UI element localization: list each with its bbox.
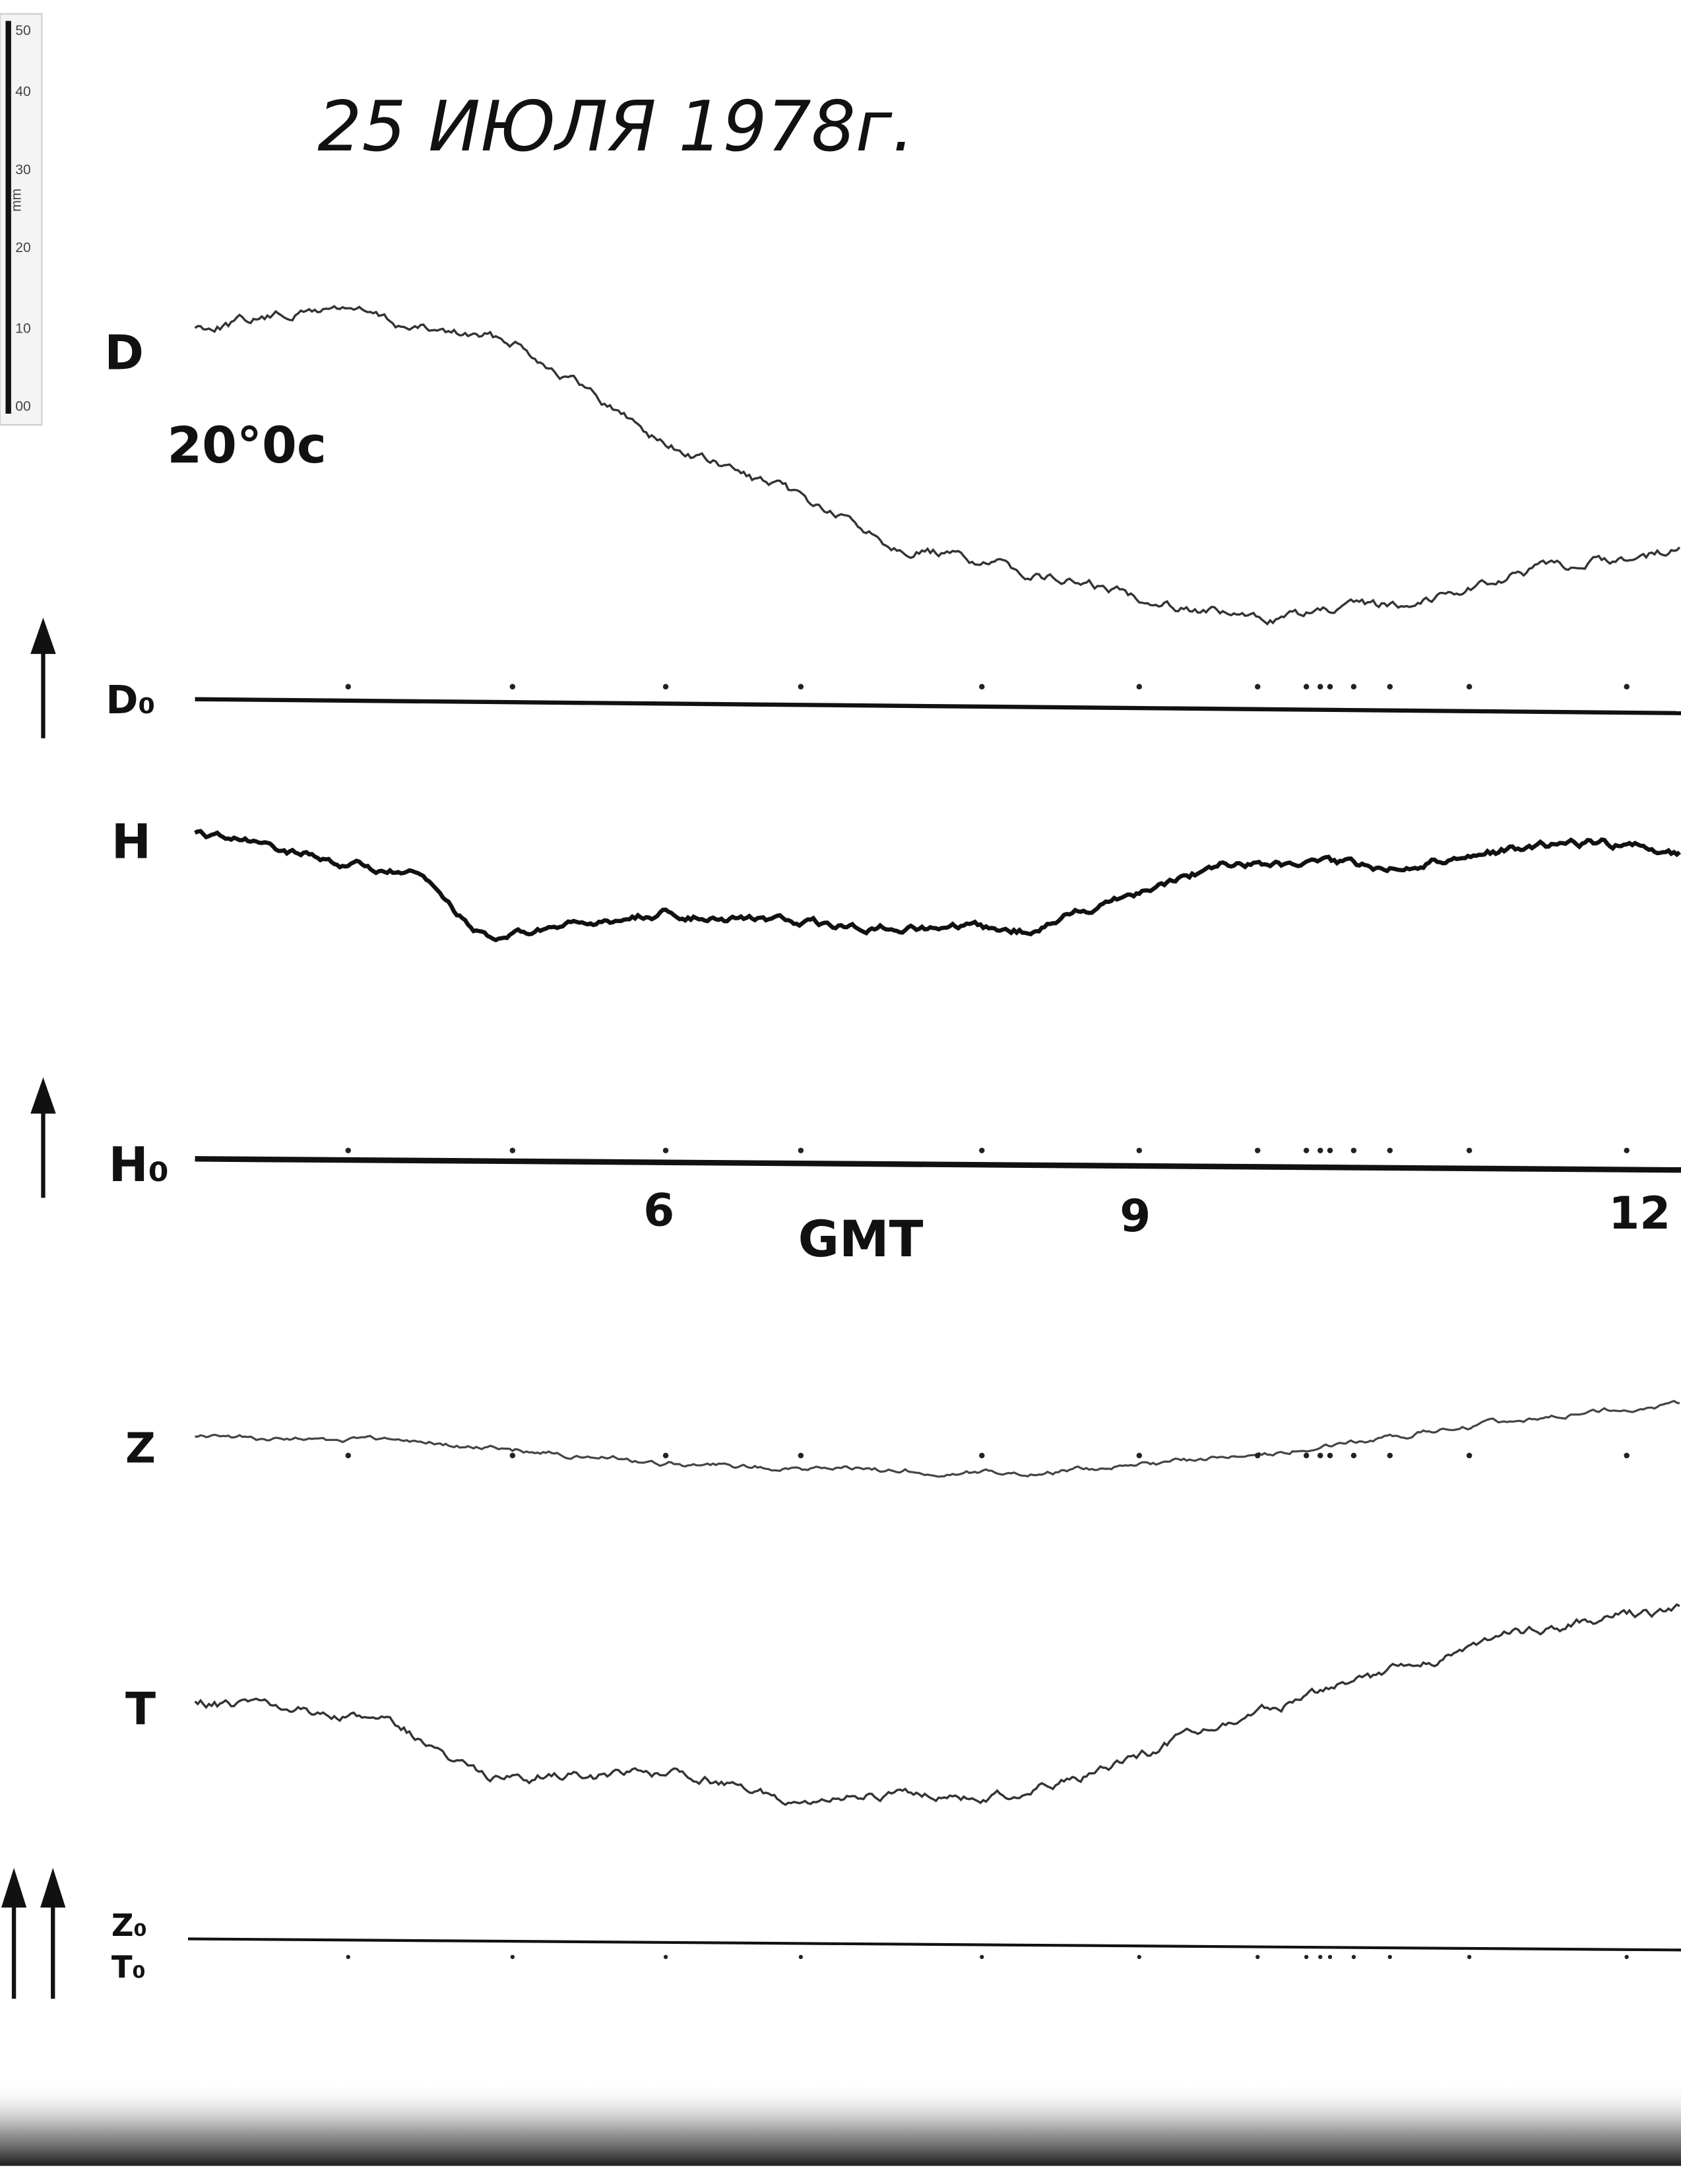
ruler-tick: 20 [15, 240, 30, 255]
trace-note: 20°0c [167, 416, 327, 474]
minute-mark [1624, 1147, 1630, 1153]
minute-mark [1466, 684, 1473, 690]
minute-mark [509, 1452, 516, 1459]
trace-label: D [104, 325, 144, 380]
minute-mark [345, 1147, 351, 1153]
trace-label: H₀ [109, 1137, 170, 1192]
minute-mark [662, 1147, 669, 1153]
minute-mark [1466, 1452, 1473, 1459]
trace-label: T₀ [111, 1950, 146, 1985]
minute-mark [1303, 684, 1310, 690]
minute-mark [1255, 1954, 1260, 1960]
minute-mark [509, 684, 516, 690]
baseline [187, 1937, 1681, 1952]
minute-mark [1350, 1147, 1357, 1153]
trace-label: D₀ [106, 677, 155, 723]
minute-mark [346, 1954, 350, 1960]
minute-mark [1327, 1147, 1333, 1153]
minute-mark [1387, 684, 1393, 690]
minute-mark [1303, 1452, 1310, 1459]
arrows [1, 618, 66, 1999]
minute-mark [1304, 1954, 1309, 1960]
baseline [195, 1156, 1681, 1173]
minute-mark [1255, 684, 1261, 690]
minute-mark [1303, 1147, 1310, 1153]
minute-mark [1255, 1147, 1261, 1153]
minute-mark [798, 684, 804, 690]
traces [187, 305, 1681, 1960]
minute-mark [1136, 1147, 1143, 1153]
ruler-unit: mm [9, 189, 24, 212]
ruler-tick: 40 [15, 84, 30, 100]
minute-mark [1317, 684, 1323, 690]
time-label: 9 [1120, 1190, 1151, 1242]
minute-mark [1387, 1147, 1393, 1153]
ruler-bar [5, 20, 11, 414]
minute-mark [1255, 1452, 1261, 1459]
trace [194, 1603, 1680, 1807]
trace-label: Z [125, 1424, 156, 1473]
minute-mark [1624, 684, 1630, 690]
minute-mark [1387, 1452, 1393, 1459]
time-label: 12 [1608, 1187, 1670, 1239]
trace-label: H [111, 814, 151, 869]
minute-mark [1350, 1452, 1357, 1459]
minute-mark [1327, 684, 1333, 690]
minute-mark [663, 1954, 668, 1960]
minute-mark [979, 1452, 985, 1459]
time-axis-title: GMT [798, 1209, 924, 1268]
minute-mark [798, 1452, 804, 1459]
ruler-tick: 10 [15, 321, 30, 337]
minute-mark [509, 1147, 516, 1153]
trace-label: Z₀ [111, 1908, 147, 1943]
minute-mark [1317, 1147, 1323, 1153]
minute-mark [662, 684, 669, 690]
minute-mark [1318, 1954, 1323, 1960]
date-title: 25 ИЮЛЯ 1978г. [317, 86, 914, 167]
minute-mark [1327, 1954, 1333, 1960]
minute-mark [1136, 684, 1143, 690]
ruler-tick: 50 [15, 23, 30, 38]
minute-mark [1624, 1954, 1629, 1960]
minute-mark [979, 684, 985, 690]
minute-mark [798, 1147, 804, 1153]
trace [195, 1399, 1680, 1478]
minute-mark [1350, 684, 1357, 690]
minute-mark [1387, 1954, 1392, 1960]
scan-shadow [0, 2082, 1681, 2166]
minute-mark [1467, 1954, 1472, 1960]
baseline [195, 697, 1681, 715]
trace [194, 305, 1681, 626]
trace-label: T [125, 1683, 156, 1735]
minute-mark [798, 1954, 804, 1960]
minute-mark [662, 1452, 669, 1459]
ruler-tick: 30 [15, 162, 30, 177]
minute-mark [1624, 1452, 1630, 1459]
minute-mark [510, 1954, 515, 1960]
minute-mark [979, 1147, 985, 1153]
minute-mark [980, 1954, 984, 1960]
paper-edge [0, 2166, 1681, 2184]
minute-mark [1327, 1452, 1333, 1459]
minute-mark [1136, 1452, 1143, 1459]
minute-mark [345, 684, 351, 690]
minute-mark [1351, 1954, 1356, 1960]
minute-mark [1137, 1954, 1141, 1960]
minute-mark [1466, 1147, 1473, 1153]
trace [194, 829, 1681, 943]
minute-mark [345, 1452, 351, 1459]
time-label: 6 [643, 1184, 674, 1237]
ruler-tick: 00 [15, 399, 30, 414]
minute-mark [1317, 1452, 1323, 1459]
